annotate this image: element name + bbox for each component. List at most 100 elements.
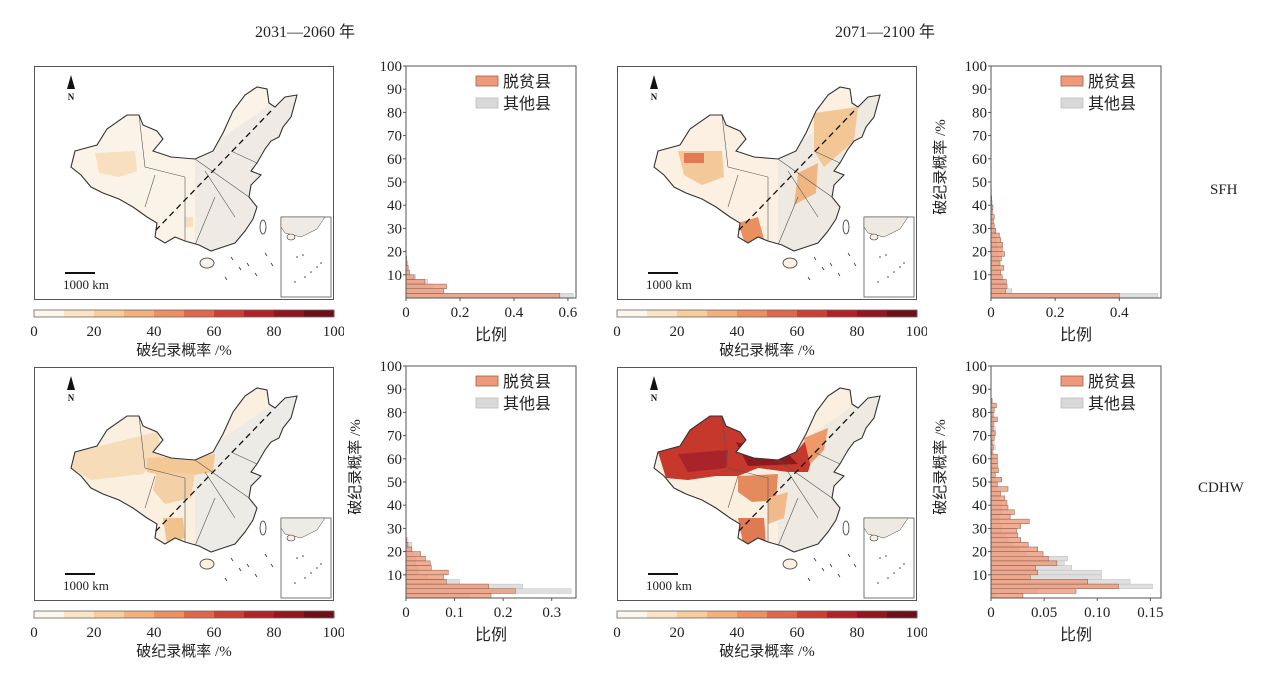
inset-island <box>304 276 306 278</box>
y-tick-label: 80 <box>387 405 402 421</box>
x-tick-label: 0.2 <box>494 605 513 621</box>
y-tick-label: 20 <box>972 545 987 561</box>
y-tick-label: 80 <box>972 405 987 421</box>
sea-boundary-dash <box>254 272 258 277</box>
y-tick-label: 80 <box>972 105 987 121</box>
colorbar-segment <box>94 310 125 317</box>
colorbar-segment <box>647 611 678 618</box>
china-map-outline <box>70 86 298 252</box>
bar-poverty-county <box>405 565 432 571</box>
y-axis-label: 破纪录概率 /% <box>347 419 364 514</box>
colorbar-segment <box>124 310 155 317</box>
sea-boundary-dash <box>847 252 851 257</box>
colorbar-label: 破纪录概率 /% <box>719 342 814 359</box>
colorbar-segment <box>274 611 305 618</box>
colorbar-segment <box>244 611 275 618</box>
bar-poverty-county <box>990 555 1049 562</box>
map-sfh-2031-2060: N 1000 km <box>34 66 334 300</box>
bar-poverty-county <box>405 560 431 566</box>
risk-region <box>658 416 814 480</box>
colorbar-segment <box>124 611 155 618</box>
hu-line <box>154 411 272 533</box>
province-border <box>138 114 186 178</box>
risk-region <box>163 518 185 544</box>
province-border <box>813 150 841 164</box>
y-tick-label: 50 <box>972 475 987 491</box>
colorbar-segment <box>677 611 708 618</box>
bar-poverty-county <box>990 491 1001 497</box>
colorbar-segment <box>647 310 678 317</box>
bar-poverty-county <box>990 416 998 422</box>
y-tick-label: 30 <box>972 221 987 237</box>
colorbar-segment <box>244 310 275 317</box>
inset-island <box>903 563 905 565</box>
colorbar-outline <box>33 309 335 318</box>
colorbar-segment <box>707 310 738 317</box>
inset-hainan <box>286 534 296 542</box>
sea-boundary-dash <box>853 262 857 267</box>
colorbar-segment <box>184 611 215 618</box>
risk-region <box>185 217 193 227</box>
bar-poverty-county <box>990 255 1002 262</box>
y-tick-label: 90 <box>972 82 987 98</box>
province-border <box>721 415 769 479</box>
x-tick-label: 0.6 <box>559 305 578 321</box>
sea-boundary-dash <box>246 262 250 267</box>
bar-poverty-county <box>990 504 1009 511</box>
sea-boundary-dash <box>807 276 811 281</box>
bar-poverty-county <box>405 583 489 589</box>
inset-island <box>893 572 895 574</box>
colorbar-segment <box>184 310 215 317</box>
bar-poverty-county <box>990 430 996 436</box>
legend-swatch-other <box>475 397 499 409</box>
colorbar-tick-label: 100 <box>323 625 344 641</box>
y-tick-label: 20 <box>387 245 402 261</box>
colorbar-segment <box>887 310 918 317</box>
colorbar-sfh-2031-2060: 0 20 40 60 80 100 破纪录概率 /% <box>30 309 344 359</box>
bar-poverty-county <box>990 293 1120 299</box>
province-border <box>230 451 258 465</box>
bar-poverty-county <box>405 293 561 299</box>
sea-boundary-dash <box>230 256 234 261</box>
y-tick-label: 90 <box>972 382 987 398</box>
legend-swatch-poverty <box>1060 75 1084 87</box>
risk-region <box>804 428 828 464</box>
legend-swatch-other <box>1060 397 1084 409</box>
bar-poverty-county <box>990 532 1018 538</box>
inset-island <box>877 582 879 584</box>
colorbar-tick-label: 100 <box>323 324 344 340</box>
colorbar-tick-label: 40 <box>730 324 745 340</box>
inset-island <box>887 577 889 579</box>
y-axis-label: 破纪录概率 /% <box>932 119 949 214</box>
bar-poverty-county <box>405 569 449 576</box>
taiwan-island <box>259 520 267 536</box>
colorbar-tick-label: 80 <box>850 324 865 340</box>
bar-poverty-county <box>405 579 447 585</box>
colorbar-segment <box>304 611 335 618</box>
y-tick-label: 10 <box>972 568 987 584</box>
bar-poverty-county <box>990 453 998 460</box>
colorbar-tick-label: 100 <box>906 324 927 340</box>
bar-poverty-county <box>990 579 1088 585</box>
bar-poverty-county <box>405 588 516 594</box>
legend-label-other: 其他县 <box>1088 395 1136 413</box>
china-map-outline <box>653 86 881 252</box>
sea-boundary-dash <box>224 577 228 582</box>
province-border <box>777 158 833 198</box>
colorbar-segment <box>304 310 335 317</box>
bar-poverty-county <box>990 481 998 487</box>
risk-region <box>794 163 818 205</box>
bar-poverty-county <box>990 463 998 469</box>
colorbar-segment <box>797 310 828 317</box>
sea-boundary-dash <box>270 563 274 568</box>
bar-poverty-county <box>405 574 444 580</box>
inset-island <box>294 582 296 584</box>
colorbar-tick-label: 60 <box>790 324 805 340</box>
bar-poverty-county <box>990 495 1006 501</box>
colorbar-segment <box>827 310 858 317</box>
colorbar-tick-label: 80 <box>850 625 865 641</box>
y-tick-label: 60 <box>387 152 402 168</box>
y-tick-label: 90 <box>387 82 402 98</box>
colorbar-tick-label: 20 <box>670 324 685 340</box>
colorbar-segment <box>617 310 648 317</box>
